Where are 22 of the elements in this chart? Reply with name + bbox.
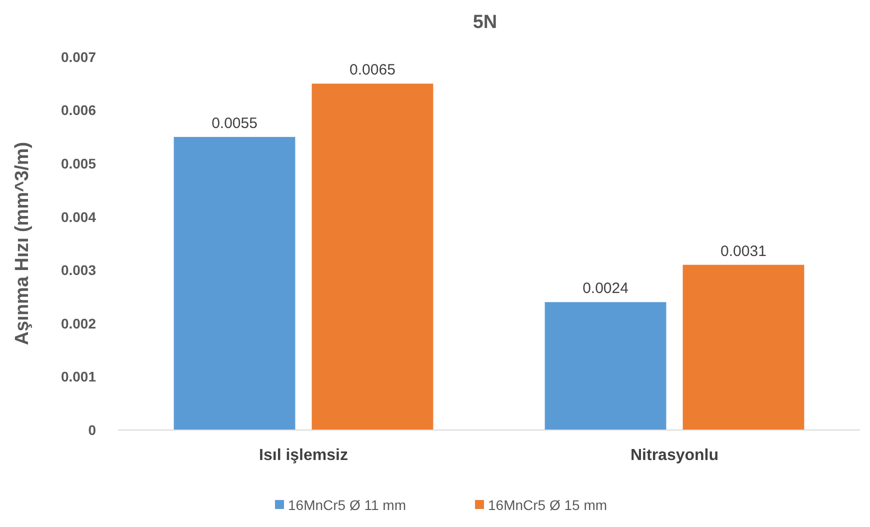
data-label: 0.0065 — [350, 62, 396, 79]
y-tick-label: 0.002 — [60, 315, 96, 332]
y-tick-label: 0.007 — [60, 48, 96, 65]
bar — [312, 84, 434, 430]
bar — [544, 302, 666, 430]
data-label: 0.0031 — [720, 242, 766, 260]
y-tick-label: 0.004 — [60, 208, 96, 225]
legend-label: 16MnCr5 Ø 15 mm — [488, 496, 608, 513]
y-tick-label: 0 — [88, 422, 96, 438]
bar — [174, 136, 296, 430]
legend-label: 16MnCr5 Ø 11 mm — [288, 496, 406, 513]
chart-title: 5N — [472, 12, 498, 33]
y-tick-label: 0.001 — [60, 368, 96, 385]
y-tick-label: 0.006 — [60, 102, 96, 118]
x-tick-label: Isıl işlemsiz — [259, 447, 348, 464]
bar — [682, 264, 804, 430]
y-axis-title: Aşınma Hızı (mm^3/m) — [12, 142, 33, 346]
x-tick-label: Nitrasyonlu — [630, 447, 719, 464]
data-label: 0.0055 — [212, 114, 258, 132]
data-label: 0.0024 — [582, 280, 628, 298]
y-tick-label: 0.003 — [60, 262, 96, 278]
y-tick-label: 0.005 — [60, 155, 96, 172]
